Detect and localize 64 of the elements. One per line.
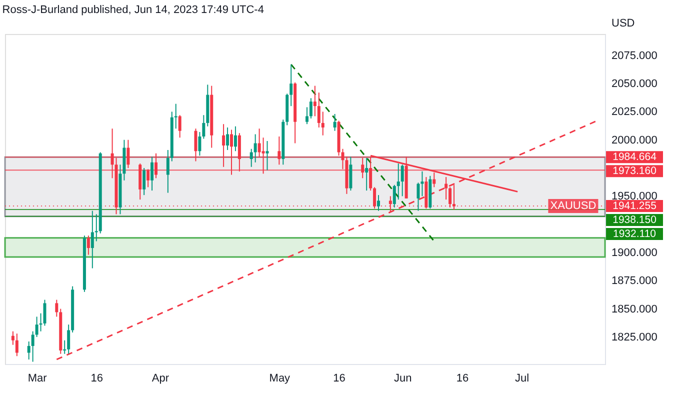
candlestick bbox=[444, 176, 448, 200]
candlestick bbox=[266, 140, 269, 171]
y-tick-label: 2050.000 bbox=[612, 78, 658, 90]
x-tick-label: 16 bbox=[456, 372, 469, 384]
candlestick bbox=[198, 131, 202, 156]
candlestick bbox=[31, 330, 34, 362]
candlestick bbox=[166, 150, 170, 194]
candlestick bbox=[317, 92, 320, 128]
candlestick bbox=[416, 182, 420, 212]
x-tick-label: 16 bbox=[333, 372, 346, 384]
candlestick bbox=[333, 113, 336, 132]
candlestick bbox=[90, 210, 94, 269]
ref-line-label: 1984.664 bbox=[612, 151, 657, 164]
y-tick-label: 2025.000 bbox=[612, 106, 658, 118]
candlestick bbox=[420, 170, 424, 197]
candlestick bbox=[202, 114, 206, 140]
candlestick bbox=[313, 85, 316, 117]
x-tick-label: Apr bbox=[152, 372, 170, 384]
candlestick bbox=[309, 98, 312, 119]
y-tick-label: 2000.000 bbox=[612, 134, 658, 146]
candlestick bbox=[305, 106, 308, 125]
candlestick bbox=[400, 164, 404, 197]
candlestick bbox=[290, 64, 293, 107]
candlestick bbox=[321, 111, 324, 136]
candlestick bbox=[365, 157, 368, 192]
candlestick bbox=[142, 168, 146, 196]
candlestick bbox=[55, 299, 58, 318]
candlestick bbox=[373, 186, 376, 210]
candlestick bbox=[349, 156, 352, 192]
y-tick-label: 1850.000 bbox=[612, 303, 658, 316]
candlestick bbox=[150, 156, 154, 192]
ref-line-label: 1941.255 bbox=[612, 200, 657, 212]
candlestick bbox=[432, 172, 436, 188]
candlestick bbox=[396, 163, 400, 200]
y-tick-label: 1900.000 bbox=[612, 247, 658, 259]
y-tick-label: 2075.000 bbox=[612, 50, 658, 62]
candlestick bbox=[67, 324, 70, 354]
y-axis-title: USD bbox=[612, 18, 635, 30]
candlestick bbox=[250, 148, 253, 168]
x-tick-label: May bbox=[269, 372, 291, 384]
candlestick bbox=[226, 126, 230, 151]
ref-line-label: 1932.110 bbox=[612, 228, 656, 240]
candlestick bbox=[15, 333, 18, 357]
x-tick-label: Jun bbox=[394, 372, 412, 384]
x-tick-label: 16 bbox=[90, 372, 104, 384]
ref-line-label: 1973.160 bbox=[612, 165, 657, 178]
annotation: XAUUSD bbox=[550, 200, 596, 212]
candlestick bbox=[254, 134, 257, 163]
ref-line-label: 1938.150 bbox=[612, 214, 657, 226]
candlestick bbox=[377, 194, 380, 212]
candlestick bbox=[234, 126, 237, 152]
candlestick bbox=[392, 184, 396, 208]
chart-title: Ross-J-Burland published, Jun 14, 2023 17:49 UTC-4 bbox=[2, 4, 264, 16]
y-tick-label: 1825.000 bbox=[612, 331, 658, 344]
candlestick bbox=[178, 114, 182, 138]
candlestick bbox=[35, 316, 38, 338]
y-tick-label: 1950.000 bbox=[612, 190, 658, 203]
candlestick bbox=[174, 103, 178, 130]
candlestick bbox=[27, 340, 30, 360]
y-tick-label: 1875.000 bbox=[612, 275, 658, 288]
candlestick bbox=[86, 235, 90, 256]
candlestick bbox=[11, 330, 14, 346]
x-tick-label: Mar bbox=[28, 372, 48, 384]
x-tick-label: Jul bbox=[515, 372, 530, 384]
